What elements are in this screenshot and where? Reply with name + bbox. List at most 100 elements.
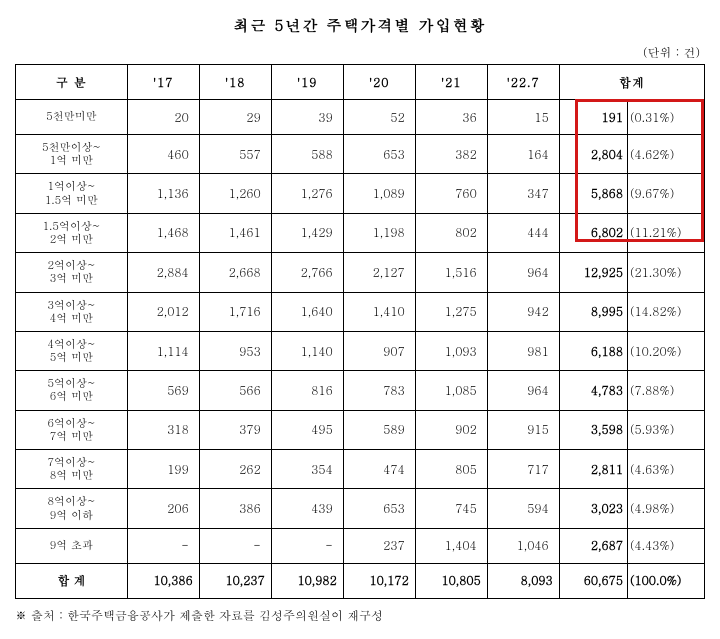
row-total-value: 5,868 [559,174,627,213]
cell-value: 1,198 [343,213,415,252]
footer-total-value: 60,675 [559,563,627,598]
cell-value: 1,461 [199,213,271,252]
footer-cell: 10,805 [415,563,487,598]
row-total-value: 8,995 [559,292,627,331]
cell-value: 902 [415,410,487,449]
col-category: 구 분 [16,65,128,100]
row-label: 6억이상~7억 미만 [16,410,128,449]
row-total-pct: (21.30%) [627,253,704,292]
table-row: 3억이상~4억 미만2,0121,7161,6401,4101,2759428,… [16,292,705,331]
cell-value: 802 [415,213,487,252]
row-label: 9억 초과 [16,528,128,563]
cell-value: 2,127 [343,253,415,292]
row-total-pct: (7.88%) [627,371,704,410]
cell-value: 653 [343,135,415,174]
cell-value: 2,668 [199,253,271,292]
cell-value: 915 [487,410,559,449]
cell-value: 2,012 [127,292,199,331]
cell-value: 1,085 [415,371,487,410]
cell-value: 199 [127,450,199,489]
table-row: 7억이상~8억 미만1992623544748057172,811(4.63%) [16,450,705,489]
cell-value: 20 [127,100,199,135]
cell-value: 386 [199,489,271,528]
cell-value: 783 [343,371,415,410]
row-label: 2억이상~3억 미만 [16,253,128,292]
cell-value: 1,276 [271,174,343,213]
footer-cell: 8,093 [487,563,559,598]
table-row: 1억이상~1.5억 미만1,1361,2601,2761,0897603475,… [16,174,705,213]
cell-value: 29 [199,100,271,135]
unit-label: (단위 : 건) [15,44,705,61]
cell-value: 460 [127,135,199,174]
cell-value: 1,136 [127,174,199,213]
row-label: 1.5억이상~2억 미만 [16,213,128,252]
cell-value: 1,516 [415,253,487,292]
cell-value: 474 [343,450,415,489]
row-total-value: 6,802 [559,213,627,252]
col-2018: '18 [199,65,271,100]
row-label: 5천만이상~1억 미만 [16,135,128,174]
cell-value: 1,114 [127,331,199,370]
cell-value: 2,766 [271,253,343,292]
row-label: 5천만미만 [16,100,128,135]
cell-value: 36 [415,100,487,135]
cell-value: 953 [199,331,271,370]
row-total-pct: (9.67%) [627,174,704,213]
row-label: 7억이상~8억 미만 [16,450,128,489]
row-label: 4억이상~5억 미만 [16,331,128,370]
table-row: 8억이상~9억 이하2063864396537455943,023(4.98%) [16,489,705,528]
cell-value: - [127,528,199,563]
cell-value: 1,046 [487,528,559,563]
col-2021: '21 [415,65,487,100]
data-table: 구 분 '17 '18 '19 '20 '21 '22.7 합계 5천만미만20… [15,64,705,599]
cell-value: 1,410 [343,292,415,331]
row-total-value: 3,598 [559,410,627,449]
col-2019: '19 [271,65,343,100]
cell-value: 379 [199,410,271,449]
cell-value: 594 [487,489,559,528]
cell-value: 1,089 [343,174,415,213]
cell-value: 1,260 [199,174,271,213]
page-title: 최근 5년간 주택가격별 가입현황 [15,15,705,36]
footer-total-pct: (100.0%) [627,563,704,598]
cell-value: 1,093 [415,331,487,370]
cell-value: 52 [343,100,415,135]
row-total-pct: (4.98%) [627,489,704,528]
cell-value: 964 [487,253,559,292]
cell-value: 2,884 [127,253,199,292]
table-wrapper: 구 분 '17 '18 '19 '20 '21 '22.7 합계 5천만미만20… [15,64,705,599]
row-total-pct: (4.63%) [627,450,704,489]
cell-value: 1,468 [127,213,199,252]
cell-value: 760 [415,174,487,213]
cell-value: - [271,528,343,563]
cell-value: 318 [127,410,199,449]
table-row: 4억이상~5억 미만1,1149531,1409071,0939816,188(… [16,331,705,370]
row-total-value: 191 [559,100,627,135]
row-label: 8억이상~9억 이하 [16,489,128,528]
table-row: 2억이상~3억 미만2,8842,6682,7662,1271,51696412… [16,253,705,292]
row-total-pct: (11.21%) [627,213,704,252]
cell-value: 495 [271,410,343,449]
footer-label: 합 계 [16,563,128,598]
col-2022-7: '22.7 [487,65,559,100]
cell-value: 382 [415,135,487,174]
cell-value: 347 [487,174,559,213]
cell-value: 354 [271,450,343,489]
row-total-value: 3,023 [559,489,627,528]
footer-cell: 10,982 [271,563,343,598]
footer-row: 합 계 10,386 10,237 10,982 10,172 10,805 8… [16,563,705,598]
header-row: 구 분 '17 '18 '19 '20 '21 '22.7 합계 [16,65,705,100]
table-row: 9억 초과---2371,4041,0462,687(4.43%) [16,528,705,563]
table-row: 5천만이상~1억 미만4605575886533821642,804(4.62%… [16,135,705,174]
cell-value: 942 [487,292,559,331]
row-label: 3억이상~4억 미만 [16,292,128,331]
cell-value: 964 [487,371,559,410]
cell-value: 1,640 [271,292,343,331]
cell-value: 39 [271,100,343,135]
table-body: 5천만미만202939523615191(0.31%)5천만이상~1억 미만46… [16,100,705,564]
cell-value: 262 [199,450,271,489]
cell-value: 589 [343,410,415,449]
col-2017: '17 [127,65,199,100]
col-total: 합계 [559,65,704,100]
cell-value: 981 [487,331,559,370]
